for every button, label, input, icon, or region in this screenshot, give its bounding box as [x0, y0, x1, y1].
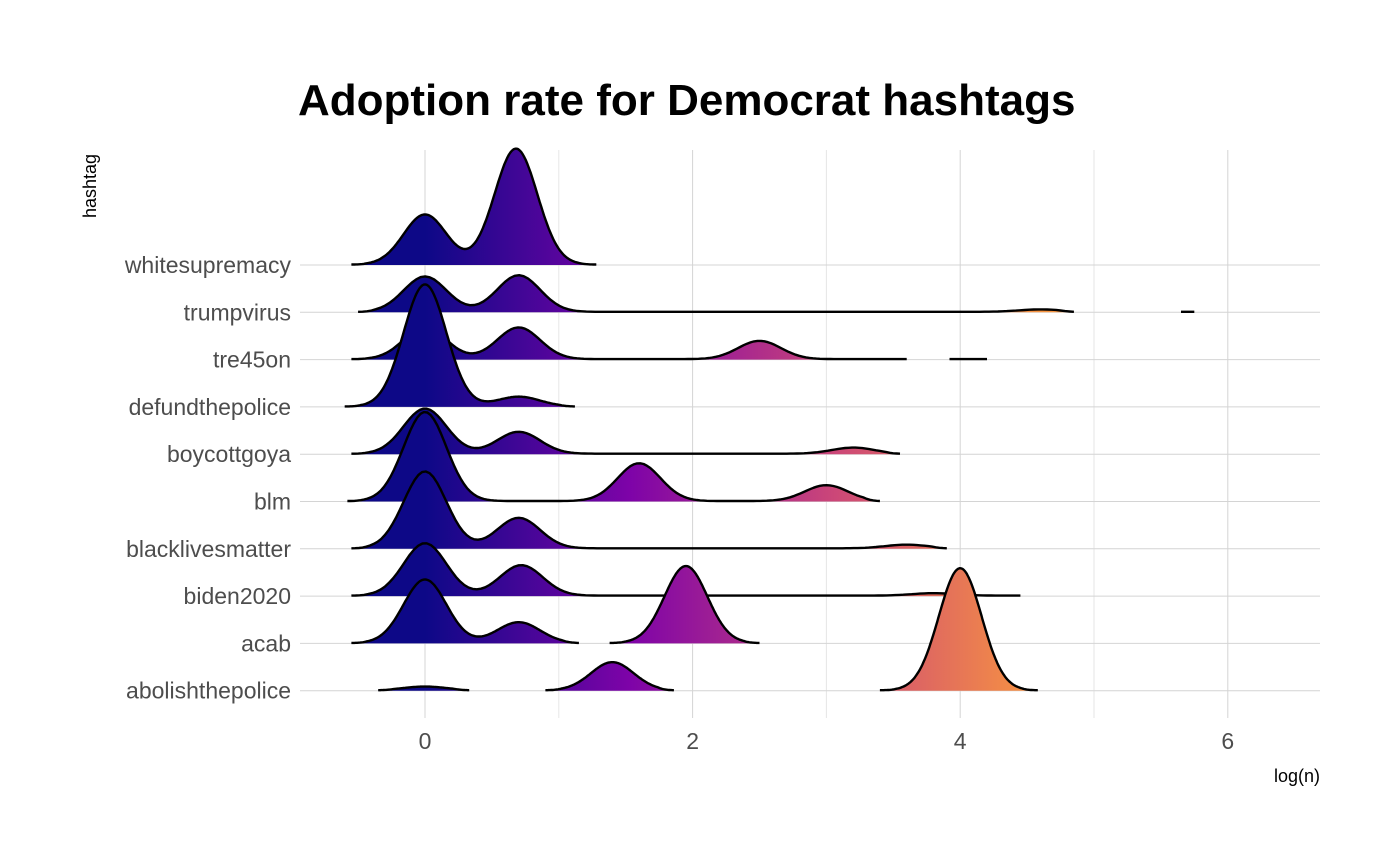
ridge-outline — [358, 274, 1074, 313]
ridge-outline — [351, 470, 947, 550]
y-tick-label: biden2020 — [184, 583, 291, 609]
y-tick-label: whitesupremacy — [124, 252, 292, 278]
x-tick-label: 2 — [686, 728, 699, 754]
y-tick-label: blm — [254, 489, 291, 515]
ridge-outline — [351, 407, 901, 455]
y-tick-label: acab — [241, 630, 291, 656]
ridge-trumpvirus — [358, 274, 1196, 313]
ridge-outline — [347, 410, 880, 503]
y-tick-label: tre45on — [213, 347, 291, 373]
ridge-outline — [609, 564, 760, 645]
ridges — [344, 147, 1196, 692]
ridge-area — [351, 148, 597, 265]
ridge-area — [344, 284, 575, 407]
x-tick-labels: 0 2 4 6 — [419, 728, 1235, 754]
ridge-outline — [545, 661, 675, 692]
ridge-abolishthepolice — [377, 567, 1038, 692]
ridge-area — [358, 275, 1074, 313]
ridge-defundthepolice — [344, 283, 575, 408]
ridge-area — [378, 686, 470, 691]
y-tick-label: abolishthepolice — [126, 678, 291, 704]
y-axis-label: hashtag — [80, 154, 100, 218]
ridge-outline — [351, 578, 579, 645]
x-tick-label: 6 — [1221, 728, 1234, 754]
x-tick-label: 0 — [419, 728, 432, 754]
ridge-area — [351, 579, 579, 644]
ridge-area — [351, 543, 1021, 597]
ridge-area — [351, 327, 907, 360]
ridge-area — [609, 566, 760, 644]
ridge-blacklivesmatter — [351, 470, 947, 550]
y-tick-label: blacklivesmatter — [126, 536, 291, 562]
ridge-whitesupremacy — [351, 147, 597, 266]
ridge-outline — [879, 567, 1038, 692]
chart-title: Adoption rate for Democrat hashtags — [298, 76, 1075, 125]
y-tick-label: defundthepolice — [129, 394, 291, 420]
ridge-acab — [351, 564, 760, 645]
ridge-blm — [347, 410, 880, 503]
y-tick-labels: abolishthepolice acab biden2020 blacklivesm… — [124, 252, 292, 704]
ridge-outline — [351, 147, 597, 266]
y-tick-label: boycottgoya — [167, 441, 291, 467]
x-tick-label: 4 — [954, 728, 967, 754]
y-tick-label: trumpvirus — [184, 299, 291, 325]
ridge-outline — [377, 685, 470, 692]
ridge-outline — [344, 283, 575, 408]
ridge-area — [351, 471, 947, 549]
x-axis-label: log(n) — [1274, 766, 1320, 786]
ridge-area — [879, 568, 1038, 691]
